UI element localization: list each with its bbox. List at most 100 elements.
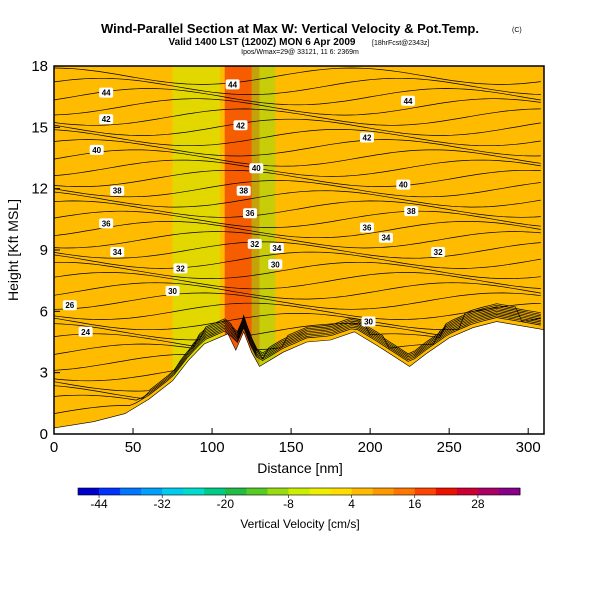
svg-text:42: 42: [236, 121, 245, 130]
theta-contour-label: 42: [99, 114, 114, 125]
theta-contour-label: 40: [89, 144, 104, 155]
theta-contour-line: [54, 190, 541, 208]
x-tick-label: 250: [437, 439, 462, 456]
colorbar-swatch: [183, 488, 205, 495]
y-tick-label: 3: [40, 365, 48, 382]
theta-inline-label: 38: [236, 185, 251, 196]
theta-contour-line: [54, 118, 541, 136]
theta-inline-label: 30: [361, 316, 376, 327]
theta-inline-label: 30: [268, 259, 283, 270]
colorbar-swatch: [246, 488, 268, 495]
theta-contour-line: [54, 312, 541, 392]
theta-contour-line: [54, 292, 541, 310]
theta-contour-line: [54, 221, 541, 239]
theta-contour-line: [54, 309, 541, 371]
theta-contour-line: [54, 210, 541, 228]
position-line: Ipos/Wmax=29@ 33121, 11 6: 2369m: [241, 49, 359, 56]
svg-text:34: 34: [272, 244, 281, 253]
theta-contours: [54, 67, 541, 414]
x-tick-label: 150: [279, 439, 304, 456]
theta-inline-label: 42: [359, 132, 374, 143]
theta-contour-line: [54, 129, 541, 147]
svg-text:32: 32: [250, 240, 259, 249]
colorbar-tick-label: -44: [90, 497, 108, 511]
y-axis: 0 3 6 9 12 15 18: [31, 58, 60, 443]
y-tick-label: 18: [31, 58, 48, 75]
x-axis: 0 50 100 150 200 250 300: [50, 428, 541, 456]
theta-contour-line: [54, 261, 541, 279]
svg-text:36: 36: [246, 209, 255, 218]
x-tick-label: 300: [516, 439, 541, 456]
theta-contour-line: [54, 303, 541, 331]
colorbar-swatch: [309, 488, 332, 495]
svg-text:44: 44: [228, 80, 237, 89]
colorbar-tick-label: 28: [471, 497, 485, 511]
x-tick-label: 0: [50, 439, 58, 456]
theta-contour-line: [54, 304, 541, 341]
theta-contour-line: [54, 317, 541, 414]
valid-time-line: Valid 1400 LST (1200Z) MON 6 Apr 2009: [169, 37, 356, 48]
theta-inline-label: 34: [269, 242, 284, 253]
colorbar-swatch: [372, 488, 395, 495]
theta-inline-label: 32: [431, 247, 446, 258]
svg-text:40: 40: [252, 164, 261, 173]
forecast-tag: [18hrFcst@2343z]: [372, 40, 429, 47]
theta-contour-line: [54, 310, 541, 382]
colorbar-title: Vertical Velocity [cm/s]: [240, 517, 359, 531]
svg-text:44: 44: [404, 97, 413, 106]
svg-text:34: 34: [381, 234, 390, 243]
svg-text:26: 26: [65, 301, 74, 310]
x-axis-title: Distance [nm]: [257, 460, 343, 476]
theta-contour-line: [54, 180, 541, 198]
colorbar-swatch: [162, 488, 184, 495]
colorbar-tick-label: 16: [408, 497, 422, 511]
theta-contour-line: [54, 315, 541, 401]
x-tick-label: 200: [358, 439, 383, 456]
theta-inline-label: 44: [225, 79, 240, 90]
svg-text:32: 32: [176, 264, 185, 273]
colorbar-swatch: [120, 488, 142, 495]
colorbar: -44 -32 -20 -8 4 16 28: [77, 487, 521, 511]
colorbar-swatch: [99, 488, 121, 495]
theta-contour-line: [54, 307, 541, 360]
theta-contour-label: 26: [62, 300, 77, 311]
theta-inline-label: 36: [243, 208, 257, 219]
chart-title: Wind-Parallel Section at Max W: Vertical…: [101, 21, 479, 36]
theta-contour-line: [54, 272, 541, 290]
svg-text:38: 38: [407, 207, 416, 216]
theta-contour-label: 32: [173, 263, 188, 274]
y-tick-label: 9: [40, 242, 48, 259]
colorbar-swatch: [78, 488, 100, 495]
colorbar-swatch: [204, 488, 226, 495]
colorbar-tick-label: -20: [217, 497, 235, 511]
theta-contour-line: [54, 88, 541, 106]
y-tick-label: 0: [40, 426, 48, 443]
theta-contour-line: [54, 251, 541, 269]
svg-text:30: 30: [168, 287, 177, 296]
theta-inline-label: 36: [359, 222, 374, 233]
colorbar-swatch: [330, 488, 353, 495]
x-tick-label: 50: [125, 439, 142, 456]
theta-contour-line: [54, 306, 541, 351]
theta-inline-label: 40: [396, 179, 411, 190]
svg-text:36: 36: [102, 219, 111, 228]
theta-inline-label: 40: [249, 163, 264, 174]
colorbar-swatch: [288, 488, 311, 495]
colorbar-swatch: [267, 488, 289, 495]
title-copyright-mark: (C): [512, 27, 522, 34]
y-axis-title: Height [Kft MSL]: [5, 199, 21, 301]
theta-inline-label: 42: [233, 120, 248, 130]
theta-contour-line: [54, 77, 541, 95]
theta-inline-label: 38: [404, 206, 419, 217]
theta-contour-line: [54, 231, 541, 249]
theta-contour-label: 30: [165, 285, 180, 296]
colorbar-swatch: [435, 488, 458, 495]
theta-contour-label: 36: [99, 218, 114, 229]
svg-text:24: 24: [81, 328, 90, 337]
theta-contour-line: [54, 108, 541, 126]
theta-contour-line: [54, 302, 541, 320]
theta-contour-line: [54, 169, 541, 187]
y-tick-label: 15: [31, 119, 48, 136]
svg-text:38: 38: [113, 187, 122, 196]
